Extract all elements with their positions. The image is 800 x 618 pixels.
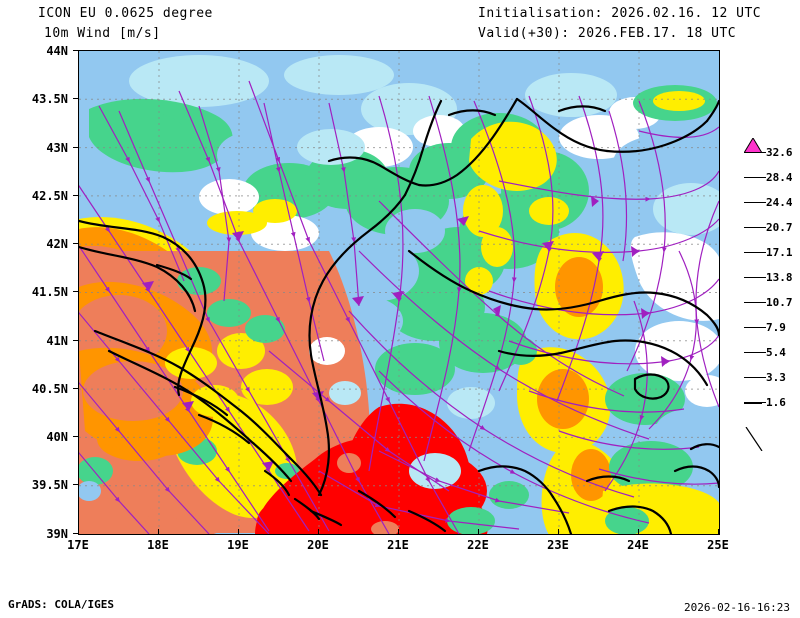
x-tick	[718, 529, 719, 534]
wind-field-map	[79, 51, 719, 534]
colorbar-band-17-1-20-7	[744, 227, 762, 228]
y-tick	[73, 195, 78, 196]
colorbar-tick	[761, 302, 766, 303]
variable-title: 10m Wind [m/s]	[44, 26, 161, 41]
colorbar-label-3-3: 3.3	[766, 371, 786, 384]
x-axis-label-25e: 25E	[707, 538, 729, 552]
colorbar-band-7-9-10-7	[744, 302, 762, 303]
x-tick	[78, 529, 79, 534]
y-axis-label-40-5n: 40.5N	[31, 382, 68, 396]
y-tick	[73, 340, 78, 341]
colorbar-tick	[761, 202, 766, 203]
colorbar-label-24-4: 24.4	[766, 196, 793, 209]
y-axis-label-44n: 44N	[46, 44, 68, 58]
colorbar-band-10-7-13-8	[744, 277, 762, 278]
y-tick	[73, 436, 78, 437]
x-tick	[158, 529, 159, 534]
colorbar-tick	[761, 227, 766, 228]
x-axis-label-17e: 17E	[67, 538, 89, 552]
colorbar-label-5-4: 5.4	[766, 346, 786, 359]
colorbar-band-28-4-32-6	[744, 152, 762, 153]
colorbar-tick	[761, 252, 766, 253]
y-axis-label-41-5n: 41.5N	[31, 285, 68, 299]
x-tick	[638, 529, 639, 534]
colorbar-tick	[761, 377, 766, 378]
y-axis-label-43-5n: 43.5N	[31, 92, 68, 106]
colorbar-label-32-6: 32.6	[766, 146, 793, 159]
initialisation-time: Initialisation: 2026.02.16. 12 UTC	[478, 6, 762, 21]
y-tick	[73, 50, 78, 51]
x-tick	[478, 529, 479, 534]
render-timestamp: 2026-02-16-16:23	[684, 601, 790, 614]
y-axis-label-42n: 42N	[46, 237, 68, 251]
colorbar-tick	[761, 152, 766, 153]
y-axis-label-39-5n: 39.5N	[31, 478, 68, 492]
colorbar-tick	[761, 352, 766, 353]
x-axis-label-22e: 22E	[467, 538, 489, 552]
colorbar-tick	[761, 177, 766, 178]
colorbar-band-20-7-24-4	[744, 202, 762, 203]
x-tick	[398, 529, 399, 534]
colorbar-label-1-6: 1.6	[766, 396, 786, 409]
y-axis-label-43n: 43N	[46, 141, 68, 155]
colorbar-tick	[761, 327, 766, 328]
colorbar-tick	[761, 277, 766, 278]
colorbar-band-1-6-3-3	[744, 377, 762, 378]
y-tick	[73, 533, 78, 534]
y-tick	[73, 98, 78, 99]
y-axis-label-39n: 39N	[46, 527, 68, 541]
colorbar-band-3-3-5-4	[744, 352, 762, 353]
colorbar[interactable]	[744, 152, 762, 427]
x-axis-label-18e: 18E	[147, 538, 169, 552]
model-title: ICON EU 0.0625 degree	[38, 6, 213, 21]
colorbar-tick	[761, 402, 766, 403]
colorbar-band-5-4-7-9	[744, 327, 762, 328]
valid-time: Valid(+30): 2026.FEB.17. 18 UTC	[478, 26, 737, 41]
x-tick	[558, 529, 559, 534]
colorbar-label-17-1: 17.1	[766, 246, 793, 259]
y-tick	[73, 147, 78, 148]
y-axis-label-41n: 41N	[46, 334, 68, 348]
y-axis-label-40n: 40N	[46, 430, 68, 444]
colorbar-band-13-8-17-1	[744, 252, 762, 253]
colorbar-label-28-4: 28.4	[766, 171, 793, 184]
y-tick	[73, 484, 78, 485]
colorbar-label-20-7: 20.7	[766, 221, 793, 234]
colorbar-under-tail	[745, 427, 763, 451]
x-axis-label-20e: 20E	[307, 538, 329, 552]
colorbar-label-13-8: 13.8	[766, 271, 793, 284]
grads-credit: GrADS: COLA/IGES	[8, 598, 114, 611]
y-tick	[73, 388, 78, 389]
colorbar-band-under-1-6	[744, 402, 762, 404]
colorbar-band-24-4-28-4	[744, 177, 762, 178]
colorbar-label-7-9: 7.9	[766, 321, 786, 334]
x-axis-label-23e: 23E	[547, 538, 569, 552]
y-tick	[73, 243, 78, 244]
y-axis-label-42-5n: 42.5N	[31, 189, 68, 203]
x-tick	[238, 529, 239, 534]
y-tick	[73, 291, 78, 292]
x-axis-label-21e: 21E	[387, 538, 409, 552]
x-tick	[318, 529, 319, 534]
colorbar-over-arrow	[744, 138, 762, 153]
x-axis-label-24e: 24E	[627, 538, 649, 552]
colorbar-label-10-7: 10.7	[766, 296, 793, 309]
map-plot-area[interactable]	[78, 50, 720, 535]
x-axis-label-19e: 19E	[227, 538, 249, 552]
